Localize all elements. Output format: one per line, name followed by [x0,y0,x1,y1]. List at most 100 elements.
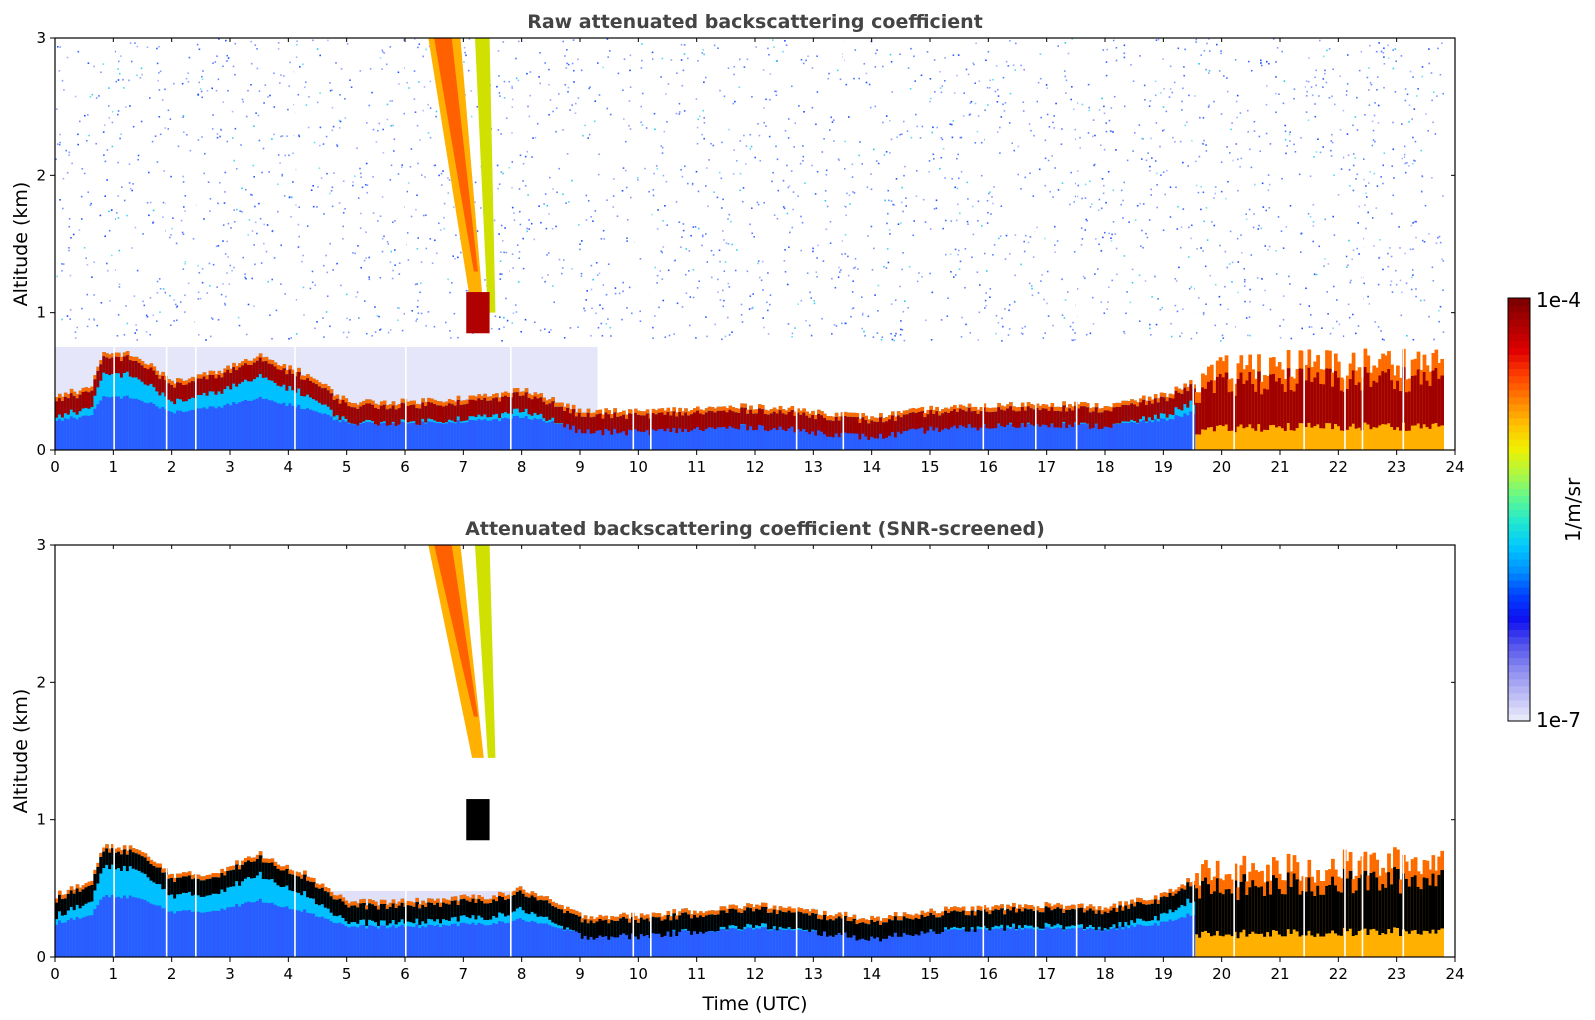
x-tick-label: 17 [1037,458,1056,476]
bl-core [964,411,969,428]
bl-edge [353,901,357,906]
noise-pixel [1195,184,1198,187]
noise-pixel [91,276,93,278]
noise-pixel [180,219,183,222]
noise-pixel [108,117,111,119]
bl-edge [161,868,165,873]
noise-pixel [1267,189,1270,192]
noise-pixel [657,209,659,211]
noise-pixel [1382,182,1384,185]
bl-lower [486,420,490,450]
noise-pixel [500,251,502,253]
noise-pixel [886,248,889,250]
bl-core [787,411,792,429]
bl-core [1331,386,1335,430]
noise-pixel [1039,77,1042,80]
bl-edge [211,370,216,375]
bl-core [468,399,473,417]
noise-pixel [1190,286,1193,288]
noise-pixel [549,176,551,179]
noise-pixel [903,339,906,342]
noise-pixel [928,160,931,162]
noise-pixel [366,122,368,124]
bl-edge [849,412,854,417]
bl-lower [140,899,145,957]
bl-core [329,896,334,913]
bl-lower [117,396,121,450]
noise-pixel [1254,183,1256,186]
noise-pixel [109,300,111,302]
noise-pixel [443,216,445,219]
bl-lower [96,905,100,957]
bl-core [498,401,502,418]
bl-lower [625,430,629,450]
noise-pixel [773,46,775,48]
bl-lower [196,911,201,957]
bl-core [542,401,546,419]
noise-pixel [440,172,443,175]
noise-pixel [682,69,685,72]
bl-core [377,409,381,426]
noise-pixel [277,42,280,44]
noise-pixel [297,93,300,96]
noise-pixel [662,174,665,177]
bl-edge [288,869,292,874]
noise-pixel [1002,325,1004,328]
noise-pixel [271,138,273,140]
noise-pixel [102,131,105,133]
bl-lower [811,428,815,450]
noise-pixel [697,227,700,230]
noise-pixel [531,156,533,158]
noise-pixel [316,321,318,323]
noise-pixel [751,232,753,235]
noise-pixel [363,259,366,262]
noise-pixel [707,205,709,208]
noise-pixel [624,169,627,172]
noise-pixel [451,282,453,284]
noise-pixel [885,151,888,153]
noise-pixel [940,91,943,94]
noise-pixel [1285,226,1288,228]
bl-core [179,382,183,400]
bl-edge [569,409,573,414]
bl-core [805,415,809,433]
bl-lower [1035,424,1040,450]
bl-core [75,398,80,415]
bl-edge [270,858,275,863]
noise-pixel [1112,221,1115,223]
bl-core [320,887,325,905]
noise-pixel [393,138,396,140]
noise-pixel [727,282,730,285]
noise-pixel [416,124,419,127]
noise-pixel [603,238,606,240]
bl-edge [306,374,310,379]
bl-edge [108,354,112,359]
noise-pixel [338,127,341,129]
noise-pixel [368,104,371,107]
noise-pixel [344,208,346,210]
bl-core [190,381,195,398]
noise-pixel [621,190,624,192]
noise-pixel [544,193,547,195]
noise-pixel [732,102,735,105]
noise-pixel [305,81,307,83]
panel-raw: Raw attenuated backscattering coefficien… [10,11,1465,476]
noise-pixel [845,83,848,86]
noise-pixel [184,311,186,313]
bl-edge [300,874,304,879]
noise-pixel [1325,81,1328,84]
noise-pixel [1020,263,1022,266]
noise-pixel [498,328,501,330]
noise-pixel [184,195,187,197]
noise-pixel [344,117,347,119]
bl-edge [199,374,204,379]
noise-pixel [1061,314,1064,316]
noise-pixel [298,135,301,138]
noise-pixel [338,202,341,204]
noise-pixel [196,43,199,46]
bl-lower [391,925,396,957]
noise-pixel [580,69,583,72]
bl-lower [199,912,204,957]
noise-pixel [254,221,257,224]
bl-lower [90,415,94,450]
